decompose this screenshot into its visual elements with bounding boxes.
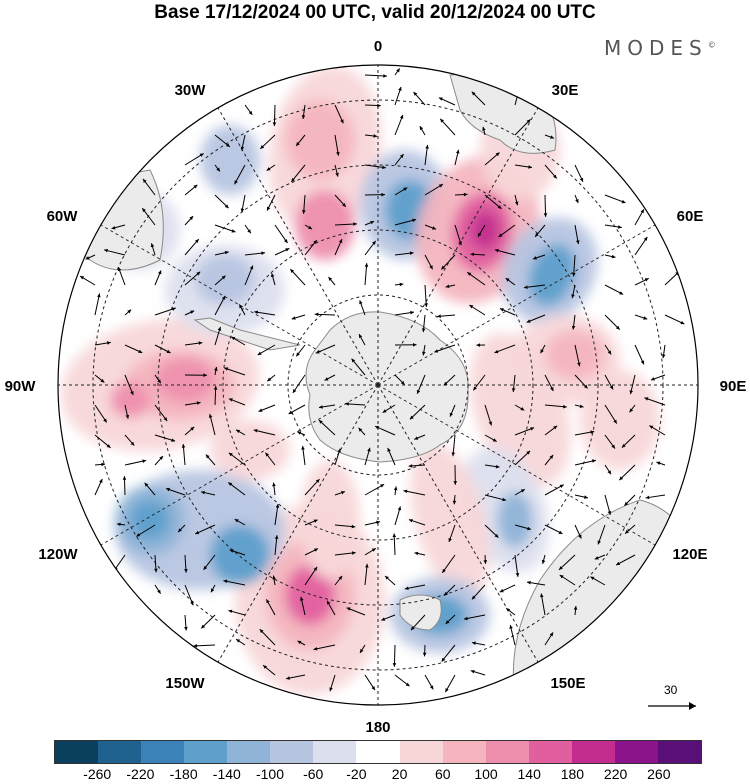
colorbar-tick-label: 260	[647, 766, 670, 782]
anomaly-region	[130, 500, 170, 540]
anomaly-region	[300, 460, 360, 580]
colorbar-swatch	[400, 741, 443, 763]
anomaly-region	[470, 210, 500, 250]
vector-reference-arrow	[648, 702, 696, 710]
lon-label-150w: 150W	[165, 675, 205, 692]
colorbar-swatch	[658, 741, 701, 763]
anomaly-region	[497, 492, 533, 548]
anomaly-region	[295, 190, 355, 260]
colorbar-swatch	[572, 741, 615, 763]
lon-label-30e: 30E	[552, 82, 579, 99]
lon-label-90e: 90E	[720, 378, 747, 395]
colorbar-swatch	[227, 741, 270, 763]
wind-vector-head	[517, 89, 521, 93]
anomaly-region	[200, 125, 260, 195]
colorbar-tick-label: -260	[83, 766, 111, 782]
colorbar-tick-label: -220	[126, 766, 154, 782]
colorbar-swatch	[529, 741, 572, 763]
colorbar-swatch	[356, 741, 399, 763]
colorbar-swatch	[55, 741, 98, 763]
polar-stereographic-map: 0 30E 60E 90E 120E 150E 180 150W 120W 90…	[0, 0, 750, 735]
lon-label-30w: 30W	[175, 82, 207, 99]
colorbar-swatch	[486, 741, 529, 763]
colorbar-tick-label: 140	[518, 766, 541, 782]
colorbar-tick-label: 180	[561, 766, 584, 782]
colorbar-tick-label: -180	[170, 766, 198, 782]
colorbar-tick-label: 100	[474, 766, 497, 782]
lon-label-120w: 120W	[38, 546, 78, 563]
lon-label-60w: 60W	[47, 208, 79, 225]
colorbar-tick-label: -60	[303, 766, 323, 782]
colorbar-tick-label: 220	[604, 766, 627, 782]
colorbar-swatch	[313, 741, 356, 763]
anomaly-region	[210, 525, 270, 585]
anomaly-region	[155, 358, 215, 402]
colorbar-swatch	[443, 741, 486, 763]
colorbar-tick-label: -20	[346, 766, 366, 782]
colorbar-tick-label: 20	[392, 766, 408, 782]
colorbar-swatch	[141, 741, 184, 763]
lon-label-90w: 90W	[5, 378, 37, 395]
colorbar-swatch	[184, 741, 227, 763]
colorbar-swatch	[270, 741, 313, 763]
anomaly-region	[210, 420, 290, 480]
lon-label-120e: 120E	[672, 546, 707, 563]
colorbar-swatch	[98, 741, 141, 763]
lon-label-0: 0	[374, 38, 382, 55]
colorbar-swatch	[615, 741, 658, 763]
colorbar-tick-labels: -260 -220 -180 -140 -100 -60 -20 20 60 100 140 180 2…	[0, 766, 750, 784]
colorbar	[54, 740, 702, 764]
colorbar-tick-label: 60	[435, 766, 451, 782]
vector-reference-label: 30	[664, 683, 677, 697]
colorbar-tick-label: -140	[213, 766, 241, 782]
colorbar-tick-label: -100	[256, 766, 284, 782]
lon-label-60e: 60E	[677, 208, 704, 225]
lon-label-180: 180	[365, 719, 390, 735]
lon-label-150e: 150E	[550, 675, 585, 692]
